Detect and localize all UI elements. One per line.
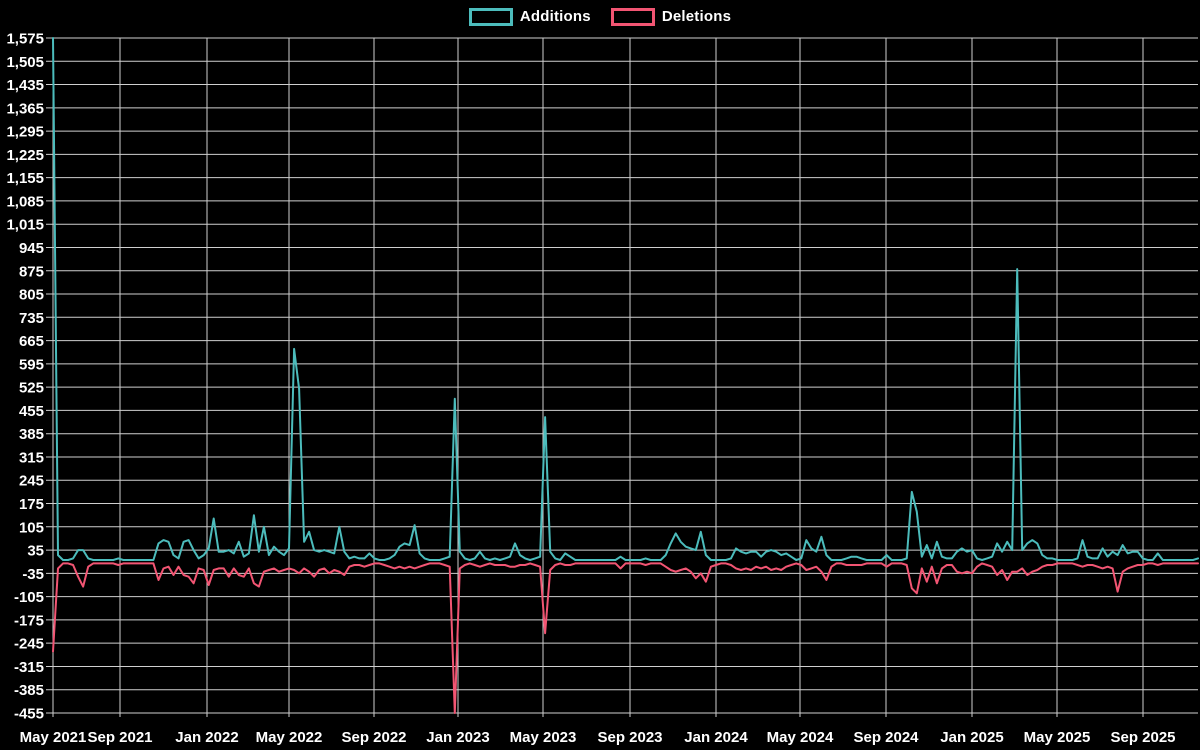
y-axis-tick-label: 455 [19,403,44,420]
x-axis-tick-label: Jan 2022 [175,729,238,746]
x-axis-tick-label: May 2023 [510,729,577,746]
x-axis-tick-label: Jan 2025 [940,729,1003,746]
y-axis-tick-label: 1,225 [6,147,44,164]
deletions-line [52,562,1199,714]
y-axis-tick-label: 1,435 [6,77,44,94]
y-axis-tick-label: 665 [19,333,44,350]
y-axis-tick-label: 175 [19,496,44,513]
y-axis-tick-label: 945 [19,240,44,257]
y-axis-tick-label: 735 [19,310,44,327]
y-axis-tick-label: -385 [14,682,44,699]
y-axis-tick-label: 875 [19,263,44,280]
y-axis-tick-label: 1,155 [6,170,44,187]
x-axis-tick-label: Sep 2021 [87,729,152,746]
x-axis-tick-label: Sep 2024 [853,729,919,746]
y-axis-tick-label: 245 [19,473,44,490]
x-axis-tick-label: May 2021 [20,729,87,746]
x-axis-tick-label: Jan 2023 [426,729,489,746]
additions-legend-swatch[interactable] [468,8,513,26]
y-axis-tick-label: -35 [22,566,44,583]
additions-legend-label[interactable]: Additions [519,8,591,25]
y-axis-tick-label: 595 [19,356,44,373]
x-axis-tick-label: Sep 2022 [341,729,406,746]
y-axis-tick-label: 525 [19,380,44,397]
x-axis-tick-label: May 2022 [256,729,323,746]
y-axis-tick-label: 105 [19,519,44,536]
y-axis-tick-label: -245 [14,636,44,653]
y-axis-tick-label: 1,505 [6,54,44,71]
y-axis-tick-label: 315 [19,449,44,466]
x-axis-tick-label: Sep 2023 [597,729,662,746]
y-axis-tick-label: -455 [14,706,44,723]
y-axis-tick-label: 1,085 [6,193,44,210]
x-axis-tick-label: May 2024 [767,729,834,746]
x-axis-tick-label: Jan 2024 [684,729,748,746]
y-axis-tick-label: 1,575 [6,31,44,48]
y-axis-tick-label: 805 [19,287,44,304]
y-axis-tick-label: 1,365 [6,100,44,117]
chart-legend: Additions Deletions [0,6,1200,28]
y-axis-tick-label: -175 [14,612,44,629]
deletions-legend-swatch[interactable] [610,8,655,26]
y-axis-tick-label: -105 [14,589,44,606]
y-axis-tick-label: 1,295 [6,124,44,141]
additions-line [52,37,1199,561]
y-axis-tick-label: 1,015 [6,217,44,234]
y-axis-tick-label: -315 [14,659,44,676]
y-axis-tick-label: 35 [27,543,44,560]
deletions-legend-label[interactable]: Deletions [661,8,732,25]
x-axis-tick-label: Sep 2025 [1110,729,1175,746]
x-axis-tick-label: May 2025 [1024,729,1091,746]
y-axis-tick-label: 385 [19,426,44,443]
